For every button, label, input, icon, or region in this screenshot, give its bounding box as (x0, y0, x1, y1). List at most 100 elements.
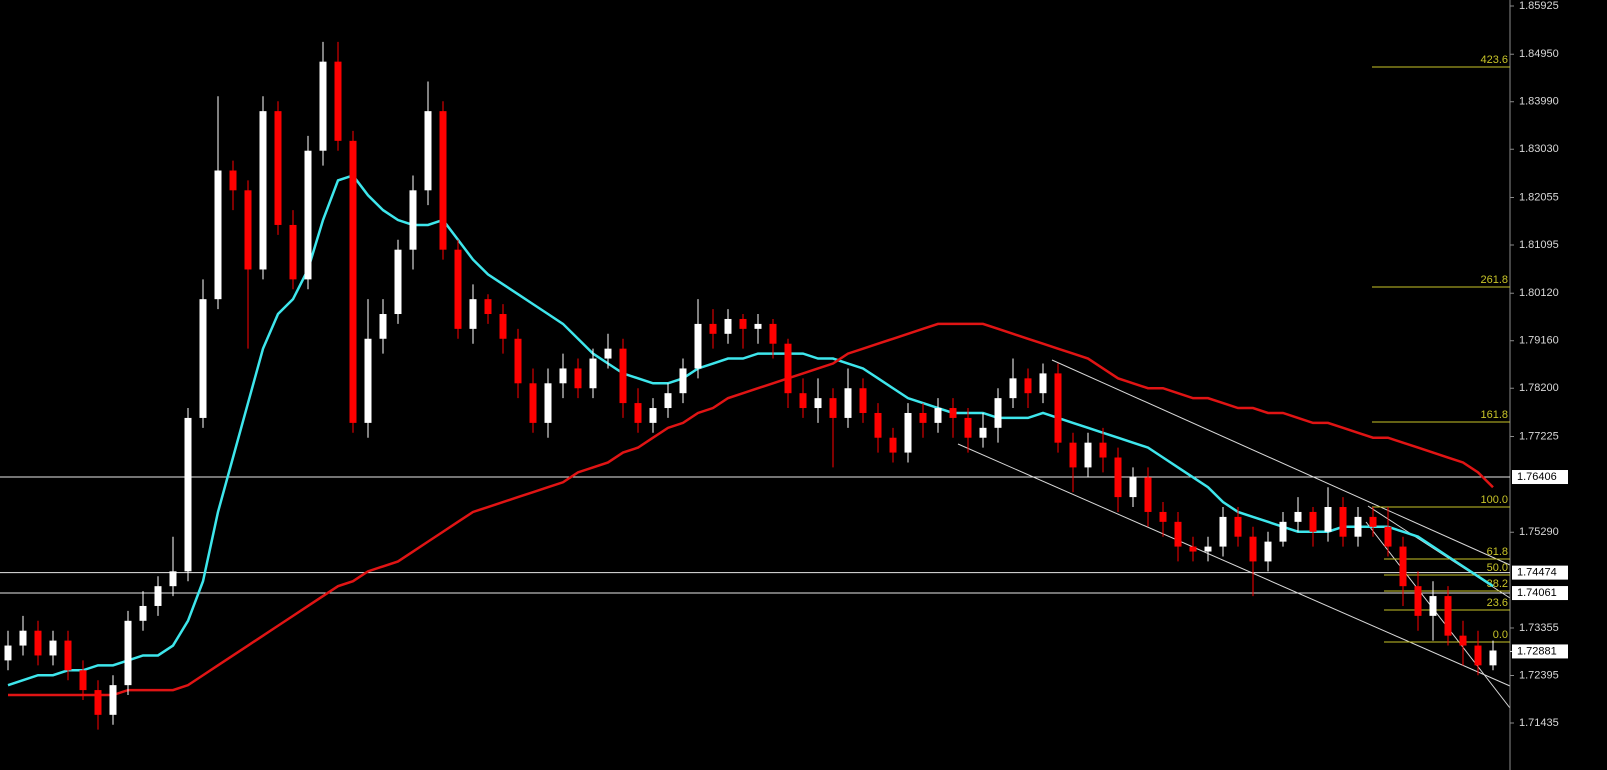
candle-body (1189, 546, 1197, 552)
candle-body (1204, 546, 1212, 552)
y-tick-label: 1.84950 (1519, 48, 1559, 60)
fib-label: 423.6 (1480, 54, 1508, 66)
candle-body (1279, 521, 1287, 542)
y-tick-label: 1.73355 (1519, 622, 1559, 634)
candle-body (319, 61, 327, 151)
candle-body (454, 249, 462, 329)
fib-label: 261.8 (1480, 274, 1508, 286)
y-tick-label: 1.83030 (1519, 143, 1559, 155)
candle-body (169, 571, 177, 587)
fib-label: 50.0 (1487, 562, 1508, 574)
candle-body (544, 383, 552, 423)
y-tick-label: 1.71435 (1519, 717, 1559, 729)
fib-label: 161.8 (1480, 409, 1508, 421)
candle-body (1144, 477, 1152, 512)
candle-body (184, 417, 192, 572)
candle-body (664, 393, 672, 409)
level-label: 1.72881 (1517, 645, 1557, 657)
candle-body (754, 323, 762, 329)
candle-body (619, 348, 627, 404)
candle-body (4, 645, 12, 661)
trendlines (957, 359, 1511, 709)
candle-body (19, 630, 27, 646)
level-box (1512, 586, 1568, 601)
candle-body (649, 408, 657, 423)
candle-body (994, 398, 1002, 428)
level-box (1512, 644, 1568, 659)
candle-body (634, 403, 642, 423)
candle-body (889, 437, 897, 453)
candle-body (799, 393, 807, 409)
candle-body (394, 249, 402, 315)
candle-body (1369, 516, 1377, 527)
candle-body (1099, 442, 1107, 458)
candle-body (274, 111, 282, 225)
candle-body (949, 408, 957, 418)
candle-body (1069, 442, 1077, 468)
candle-body (304, 150, 312, 280)
candle-body (124, 620, 132, 686)
candle-body (1114, 457, 1122, 498)
candle-body (139, 605, 147, 621)
candle-body (1324, 507, 1332, 532)
candle-body (64, 640, 72, 671)
y-tick-label: 1.83990 (1519, 96, 1559, 108)
candle-body (244, 190, 252, 270)
candle-body (214, 170, 222, 300)
candle-body (769, 323, 777, 344)
candle-body (934, 408, 942, 423)
candle-body (709, 323, 717, 334)
candle-body (739, 318, 747, 329)
level-box (1512, 470, 1568, 485)
y-tick-label: 1.80120 (1519, 287, 1559, 299)
candle-body (964, 417, 972, 438)
candle-body (1399, 546, 1407, 587)
candle-body (694, 323, 702, 369)
candle-body (679, 368, 687, 394)
candle-body (1294, 511, 1302, 522)
channel-lower (957, 443, 1511, 687)
candle-body (349, 140, 357, 423)
candle-body (199, 299, 207, 418)
moving-average (7, 173, 1494, 687)
candle-body (1429, 596, 1437, 616)
fib-label: 61.8 (1487, 546, 1508, 558)
candle-body (529, 383, 537, 423)
candle-body (874, 412, 882, 438)
candle-body (979, 427, 987, 438)
candle-body (1129, 477, 1137, 498)
candle-body (1084, 442, 1092, 468)
candle-body (409, 190, 417, 250)
candle-body (1414, 586, 1422, 616)
candle-body (484, 299, 492, 315)
y-tick-label: 1.78200 (1519, 382, 1559, 394)
candle-body (1354, 516, 1362, 537)
channel-upper (1051, 359, 1511, 566)
candle-body (1384, 526, 1392, 547)
candle-body (1219, 516, 1227, 547)
candle-body (1234, 516, 1242, 537)
candle-body (859, 388, 867, 413)
candle-body (469, 299, 477, 329)
candle-body (79, 670, 87, 691)
candle-body (229, 170, 237, 191)
candle-body (724, 318, 732, 334)
level-label: 1.74061 (1517, 587, 1557, 599)
level-label: 1.76406 (1517, 471, 1557, 483)
y-tick-label: 1.72395 (1519, 669, 1559, 681)
candle-body (364, 338, 372, 423)
candle-body (1009, 378, 1017, 399)
candle-body (1024, 378, 1032, 394)
candle-body (109, 685, 117, 715)
candle-body (514, 338, 522, 384)
candle-body (439, 111, 447, 250)
candle-body (1039, 373, 1047, 394)
y-tick-label: 1.82055 (1519, 191, 1559, 203)
candle-body (1474, 645, 1482, 666)
y-tick-label: 1.79160 (1519, 335, 1559, 347)
candle-body (49, 640, 57, 656)
candle-body (259, 111, 267, 270)
candle-body (1459, 635, 1467, 646)
candle-body (94, 690, 102, 715)
